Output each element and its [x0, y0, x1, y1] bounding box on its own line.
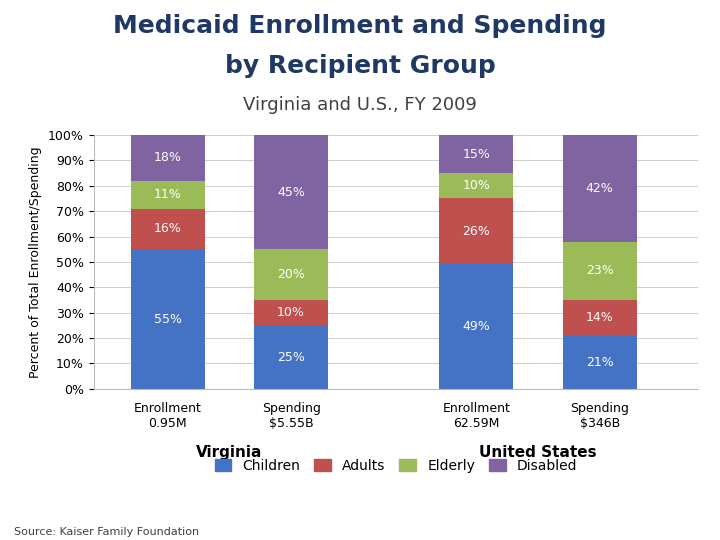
Bar: [439, 135, 513, 173]
Text: 20%: 20%: [277, 268, 305, 281]
Bar: [562, 241, 636, 300]
Bar: [130, 135, 204, 181]
Bar: [254, 325, 328, 389]
Bar: [439, 173, 513, 198]
Text: Virginia: Virginia: [196, 444, 263, 460]
Text: 11%: 11%: [154, 188, 181, 201]
Text: 18%: 18%: [153, 151, 181, 164]
Text: 14%: 14%: [586, 311, 613, 324]
Text: 16%: 16%: [154, 222, 181, 235]
Text: 49%: 49%: [462, 320, 490, 333]
Text: 25%: 25%: [277, 350, 305, 363]
Text: United States: United States: [479, 444, 597, 460]
Bar: [130, 208, 204, 249]
Bar: [254, 300, 328, 325]
Text: 45%: 45%: [277, 186, 305, 199]
Y-axis label: Percent of Total Enrollment/Spending: Percent of Total Enrollment/Spending: [30, 146, 42, 377]
Text: Medicaid Enrollment and Spending: Medicaid Enrollment and Spending: [113, 14, 607, 37]
Text: 15%: 15%: [462, 147, 490, 160]
Bar: [562, 335, 636, 389]
Bar: [254, 249, 328, 300]
Legend: Children, Adults, Elderly, Disabled: Children, Adults, Elderly, Disabled: [210, 453, 582, 478]
Text: by Recipient Group: by Recipient Group: [225, 54, 495, 78]
Bar: [130, 181, 204, 208]
Text: Source: Kaiser Family Foundation: Source: Kaiser Family Foundation: [14, 527, 199, 537]
Text: 23%: 23%: [586, 264, 613, 277]
Bar: [562, 135, 636, 241]
Text: 26%: 26%: [462, 225, 490, 238]
Text: 10%: 10%: [277, 306, 305, 319]
Bar: [562, 300, 636, 335]
Bar: [130, 249, 204, 389]
Text: Virginia and U.S., FY 2009: Virginia and U.S., FY 2009: [243, 96, 477, 114]
Text: 10%: 10%: [462, 179, 490, 192]
Bar: [254, 135, 328, 249]
Text: 21%: 21%: [586, 356, 613, 369]
Text: 55%: 55%: [153, 313, 181, 326]
Bar: [439, 265, 513, 389]
Bar: [439, 198, 513, 265]
Text: 42%: 42%: [586, 182, 613, 195]
